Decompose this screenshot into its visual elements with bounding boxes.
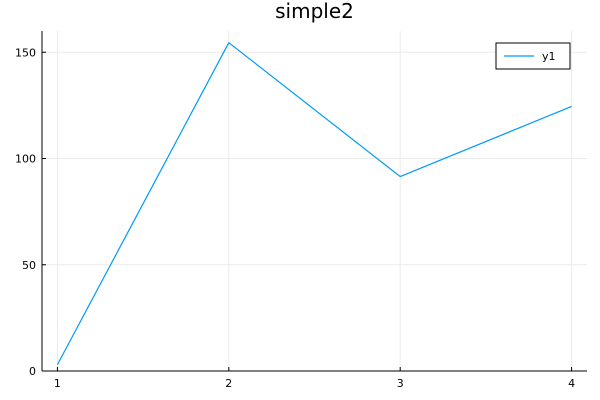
legend-label-y1: y1	[542, 50, 556, 63]
x-tick-label: 3	[397, 377, 404, 390]
axes-layer	[41, 31, 587, 372]
legend: y1	[495, 42, 571, 70]
x-tick-label: 2	[225, 377, 232, 390]
x-tick-label: 4	[568, 377, 575, 390]
y-tick-label: 150	[15, 46, 36, 59]
y-tick-label: 50	[22, 259, 36, 272]
y-tick-label: 0	[29, 365, 36, 378]
grid-layer	[42, 31, 587, 372]
x-tick-label: 1	[54, 377, 61, 390]
series-line-y1	[56, 42, 572, 365]
ticks-layer: 1 2 3 4 0 50 100 150	[15, 46, 575, 390]
series-layer	[56, 42, 572, 365]
y-tick-label: 100	[15, 153, 36, 166]
chart-title: simple2	[275, 0, 354, 23]
